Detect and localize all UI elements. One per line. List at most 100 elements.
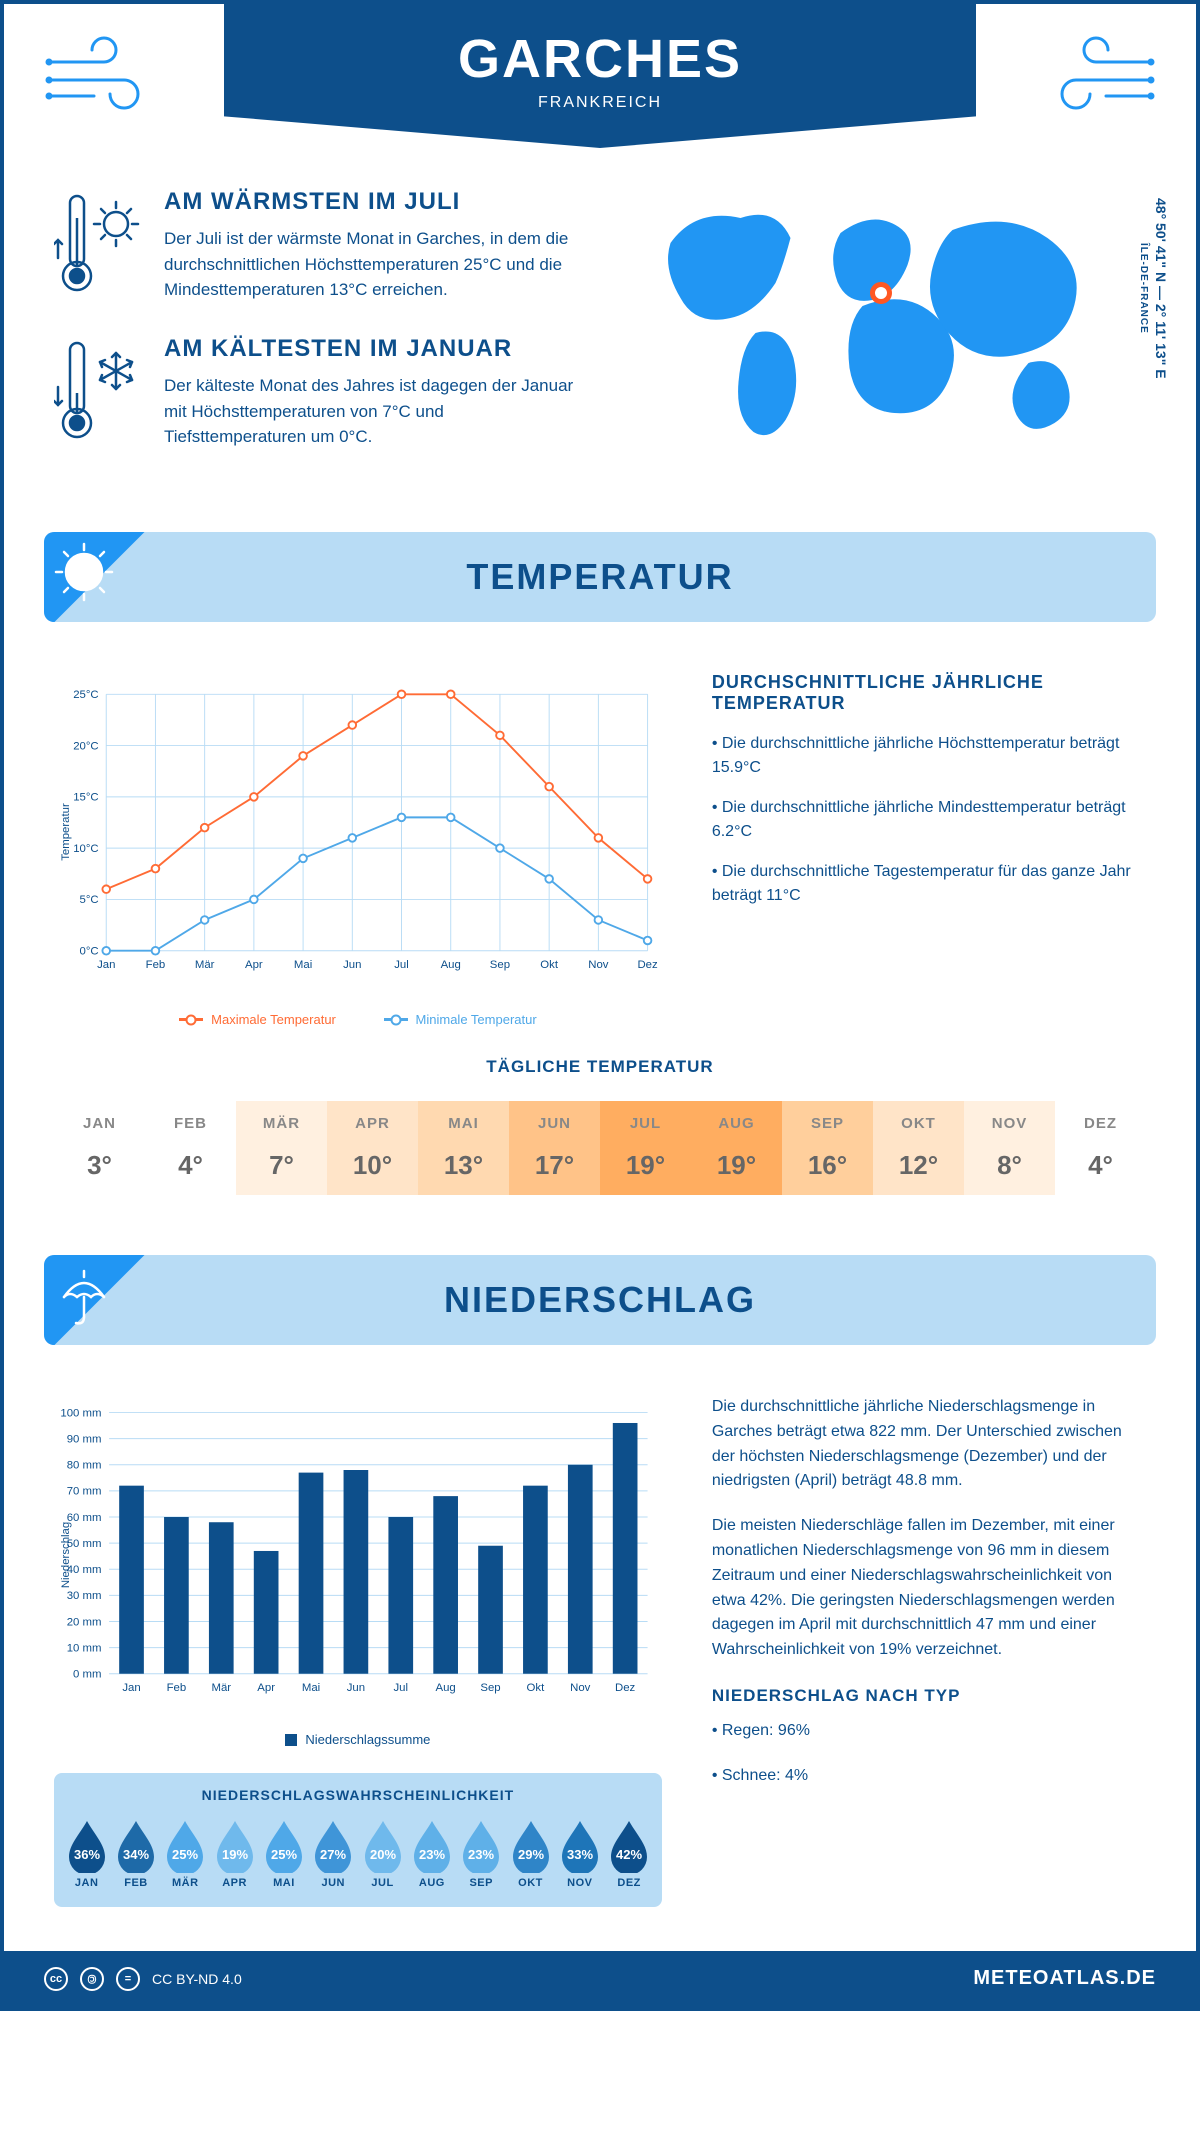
section-title: NIEDERSCHLAG [44,1279,1156,1321]
intro-row: AM WÄRMSTEN IM JULI Der Juli ist der wär… [4,148,1196,512]
svg-text:27%: 27% [320,1847,346,1862]
footer: cc 🄯 = CC BY-ND 4.0 METEOATLAS.DE [4,1951,1196,2007]
precip-para: Die durchschnittliche jährliche Niedersc… [712,1395,1146,1494]
location-marker-icon [870,282,892,304]
svg-text:Nov: Nov [570,1682,591,1694]
svg-text:34%: 34% [123,1847,149,1862]
svg-text:Sep: Sep [490,959,510,971]
fact-title: AM KÄLTESTEN IM JANUAR [164,335,585,363]
footer-license: cc 🄯 = CC BY-ND 4.0 [44,1967,242,1991]
drop: 33%NOV [557,1817,602,1889]
section-title: TEMPERATUR [44,556,1156,598]
temp-cell: JUL19° [600,1101,691,1195]
umbrella-icon [44,1255,154,1345]
daily-title: TÄGLICHE TEMPERATUR [54,1057,1146,1077]
precip-type-title: NIEDERSCHLAG NACH TYP [712,1683,1146,1709]
city-title: GARCHES [224,28,976,90]
svg-text:15°C: 15°C [73,792,98,804]
svg-text:25%: 25% [271,1847,297,1862]
svg-text:Mär: Mär [211,1682,231,1694]
svg-text:36%: 36% [74,1847,100,1862]
thermometer-sun-icon [54,188,144,303]
svg-text:Sep: Sep [480,1682,500,1694]
temp-cell: APR10° [327,1101,418,1195]
svg-text:Dez: Dez [637,959,658,971]
drop: 34%FEB [113,1817,158,1889]
svg-text:Feb: Feb [146,959,166,971]
bar-legend: Niederschlagssumme [54,1732,662,1749]
svg-text:Mai: Mai [302,1682,320,1694]
probability-box: NIEDERSCHLAGSWAHRSCHEINLICHKEIT 36%JAN34… [54,1773,662,1907]
drop: 23%SEP [459,1817,504,1889]
svg-text:23%: 23% [419,1847,445,1862]
svg-text:29%: 29% [518,1847,544,1862]
svg-text:Jul: Jul [394,959,409,971]
svg-text:20%: 20% [370,1847,396,1862]
fact-warmest: AM WÄRMSTEN IM JULI Der Juli ist der wär… [54,188,585,303]
svg-text:Jan: Jan [97,959,115,971]
drop: 27%JUN [311,1817,356,1889]
precip-type: • Regen: 96% [712,1719,1146,1744]
fact-text: Der kälteste Monat des Jahres ist dagege… [164,373,585,450]
svg-text:Apr: Apr [257,1682,275,1694]
precipitation-bar-chart: 0 mm10 mm20 mm30 mm40 mm50 mm60 mm70 mm8… [54,1395,662,1715]
temp-cell: OKT12° [873,1101,964,1195]
chart-legend: Maximale Temperatur Minimale Temperatur [54,1009,662,1027]
svg-text:Okt: Okt [540,959,559,971]
wind-icon [44,32,164,127]
temp-cell: FEB4° [145,1101,236,1195]
precipitation-body: 0 mm10 mm20 mm30 mm40 mm50 mm60 mm70 mm8… [4,1365,1196,1927]
footer-site: METEOATLAS.DE [973,1967,1156,1990]
precip-type: • Schnee: 4% [712,1764,1146,1789]
svg-text:0°C: 0°C [80,946,99,958]
svg-text:30 mm: 30 mm [67,1590,102,1602]
drop: 25%MAI [261,1817,306,1889]
section-header-temperature: TEMPERATUR [44,532,1156,622]
info-bullet: • Die durchschnittliche jährliche Höchst… [712,732,1146,780]
header-area: GARCHES FRANKREICH [4,4,1196,148]
svg-text:80 mm: 80 mm [67,1460,102,1472]
svg-text:Mär: Mär [195,959,215,971]
sun-icon [44,532,154,622]
svg-text:20°C: 20°C [73,740,98,752]
daily-temp-grid: JAN3°FEB4°MÄR7°APR10°MAI13°JUN17°JUL19°A… [54,1101,1146,1195]
svg-text:70 mm: 70 mm [67,1486,102,1498]
svg-text:Jun: Jun [343,959,361,971]
temp-cell: DEZ4° [1055,1101,1146,1195]
svg-text:Aug: Aug [436,1682,456,1694]
svg-text:10 mm: 10 mm [67,1642,102,1654]
svg-text:19%: 19% [222,1847,248,1862]
daily-temperature: TÄGLICHE TEMPERATUR JAN3°FEB4°MÄR7°APR10… [4,1047,1196,1235]
drop: 42%DEZ [607,1817,652,1889]
svg-text:Niederschlag: Niederschlag [60,1522,72,1588]
drop: 20%JUL [360,1817,405,1889]
precip-text: Die durchschnittliche jährliche Niedersc… [712,1395,1146,1907]
svg-text:100 mm: 100 mm [60,1407,101,1419]
svg-text:Mai: Mai [294,959,312,971]
info-bullet: • Die durchschnittliche Tagestemperatur … [712,860,1146,908]
drops-row: 36%JAN34%FEB25%MÄR19%APR25%MAI27%JUN20%J… [64,1817,652,1889]
svg-text:Aug: Aug [441,959,461,971]
fact-title: AM WÄRMSTEN IM JULI [164,188,585,216]
temp-cell: JAN3° [54,1101,145,1195]
svg-text:25°C: 25°C [73,689,98,701]
svg-text:33%: 33% [567,1847,593,1862]
svg-text:0 mm: 0 mm [73,1669,101,1681]
svg-text:42%: 42% [616,1847,642,1862]
precip-para: Die meisten Niederschläge fallen im Deze… [712,1514,1146,1663]
info-bullet: • Die durchschnittliche jährliche Mindes… [712,796,1146,844]
temp-cell: AUG19° [691,1101,782,1195]
thermometer-snow-icon [54,335,144,450]
precip-left: 0 mm10 mm20 mm30 mm40 mm50 mm60 mm70 mm8… [54,1395,662,1907]
info-title: DURCHSCHNITTLICHE JÄHRLICHE TEMPERATUR [712,672,1146,714]
svg-text:Jul: Jul [393,1682,408,1694]
header-ribbon: GARCHES FRANKREICH [224,4,976,148]
facts-column: AM WÄRMSTEN IM JULI Der Juli ist der wär… [54,188,585,482]
by-icon: 🄯 [80,1967,104,1991]
fact-coldest: AM KÄLTESTEN IM JANUAR Der kälteste Mona… [54,335,585,450]
drop: 25%MÄR [163,1817,208,1889]
temperature-body: 0°C5°C10°C15°C20°C25°CJanFebMärAprMaiJun… [4,642,1196,1047]
svg-text:90 mm: 90 mm [67,1433,102,1445]
wind-icon [1036,32,1156,127]
svg-text:Nov: Nov [588,959,609,971]
